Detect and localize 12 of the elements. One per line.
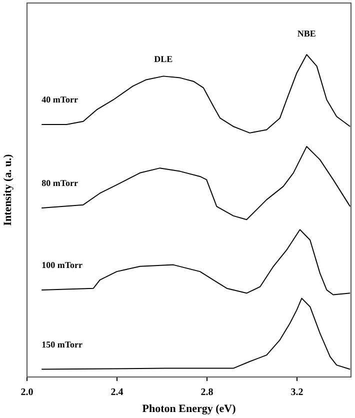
x-axis-title: Photon Energy (eV) — [142, 403, 236, 415]
y-axis-title: Intensity (a. u.) — [2, 154, 14, 226]
text: 100 mTorr — [42, 260, 83, 270]
text: NBE — [297, 28, 316, 39]
x-tick-label: 2.4 — [110, 387, 124, 398]
x-tick-label: 2.0 — [20, 387, 34, 398]
annotation: DLE — [154, 54, 173, 64]
x-tick-label: 2.8 — [200, 387, 214, 398]
series-label: 80 mTorr — [42, 178, 78, 188]
text: 150 mTorr — [42, 339, 83, 350]
series-label: 40 mTorr — [42, 94, 78, 105]
x-tick-label: 3.2 — [290, 387, 304, 398]
